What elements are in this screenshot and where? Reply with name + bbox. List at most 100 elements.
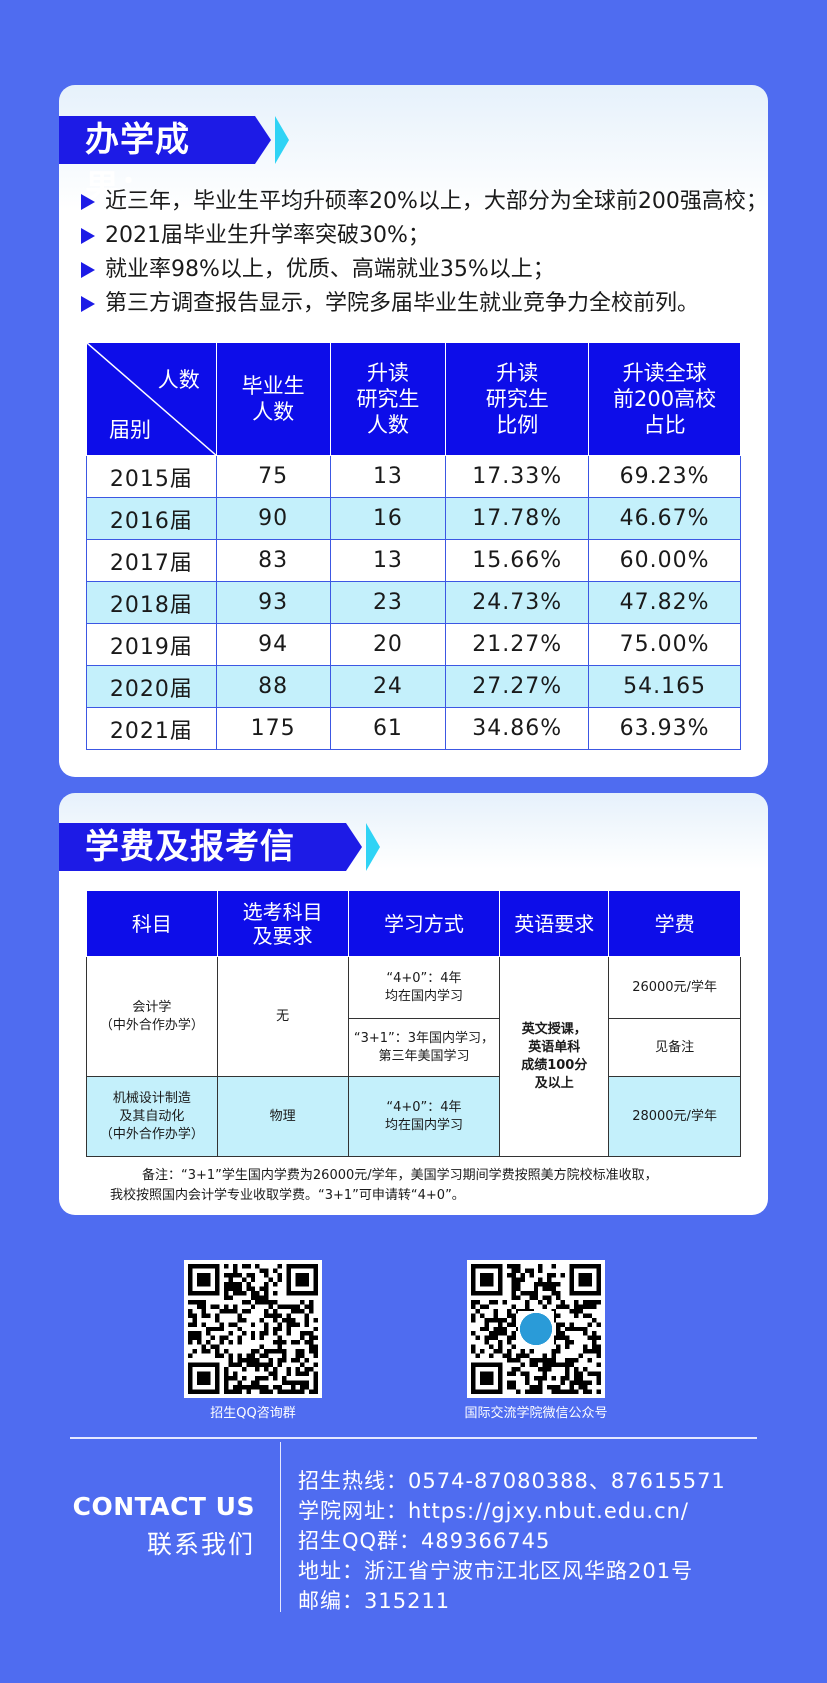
table-cell: 2016届 <box>86 497 217 540</box>
table-cell: 23 <box>329 581 447 624</box>
results-bullet-list: 近三年，毕业生平均升硕率20%以上，大部分为全球前200强高校； 2021届毕业… <box>81 185 768 321</box>
contact-address: 地址：浙江省宁波市江北区风华路201号 <box>298 1559 694 1583</box>
table-cell: 175 <box>215 707 331 750</box>
table-cell: 13 <box>329 455 447 498</box>
english-requirement: 英文授课， 英语单科 成绩100分 及以上 <box>499 956 610 1157</box>
table-cell: 63.93% <box>588 707 741 750</box>
column-header: 升读 研究生 人数 <box>329 342 447 456</box>
column-header: 升读全球 前200高校 占比 <box>588 342 741 456</box>
table-cell: 61 <box>329 707 447 750</box>
column-header: 学习方式 <box>347 890 501 957</box>
qq-group-qr-caption: 招生QQ咨询群 <box>210 1406 296 1421</box>
table-row: 2020届 88 24 27.27% 54.165 <box>86 665 741 708</box>
corner-label-year: 届别 <box>109 418 151 442</box>
fees-note: 备注：“3+1”学生国内学费为26000元/学年，美国学习期间学费按照美方院校标… <box>110 1168 658 1203</box>
table-cell: 2020届 <box>86 665 217 708</box>
table-cell: 2018届 <box>86 581 217 624</box>
column-header: 选考科目 及要求 <box>216 890 349 957</box>
table-row: “3+1”：3年国内学习， 第三年美国学习 见备注 <box>87 1018 741 1077</box>
table-cell: 2021届 <box>86 707 217 750</box>
table-row: 机械设计制造 及其自动化 （中外合作办学） 物理 “4+0”：4年 均在国内学习… <box>86 1076 741 1157</box>
table-cell: 24.73% <box>445 581 590 624</box>
column-header: 升读 研究生 比例 <box>445 342 590 456</box>
table-cell: 17.78% <box>445 497 590 540</box>
list-item: 2021届毕业生升学率突破30%； <box>81 219 761 253</box>
triangle-bullet-icon <box>81 296 95 312</box>
mode-accounting-3plus1: “3+1”：3年国内学习， 第三年美国学习 <box>347 1018 501 1077</box>
subject-mechanical: 机械设计制造 及其自动化 （中外合作办学） <box>86 1076 218 1157</box>
table-row: 2016届 90 16 17.78% 46.67% <box>86 497 741 540</box>
results-title: 办学成果： <box>59 116 271 208</box>
table-cell: 90 <box>215 497 331 540</box>
table-cell: 20 <box>329 623 447 666</box>
fees-title: 学费及报考信息： <box>59 823 362 915</box>
table-cell: 13 <box>329 539 447 582</box>
list-item: 就业率98%以上，优质、高端就业35%以上； <box>81 253 761 287</box>
subject-accounting: 会计学 （中外合作办学） <box>86 956 218 1077</box>
table-cell: 16 <box>329 497 447 540</box>
list-item: 第三方调查报告显示，学院多届毕业生就业竞争力全校前列。 <box>81 287 761 321</box>
contact-hotline: 招生热线：0574-87080388、87615571 <box>298 1469 726 1493</box>
table-row: 会计学 （中外合作办学） 无 “4+0”：4年 均在国内学习 英文授课， 英语单… <box>86 956 741 1157</box>
table-cell: 2017届 <box>86 539 217 582</box>
table-cell: 24 <box>329 665 447 708</box>
requirement-accounting: 无 <box>216 956 349 1077</box>
list-item: 近三年，毕业生平均升硕率20%以上，大部分为全球前200强高校； <box>81 185 768 219</box>
table-cell: 88 <box>215 665 331 708</box>
contact-title-en: CONTACT US <box>72 1492 255 1521</box>
wechat-qr-caption: 国际交流学院微信公众号 <box>464 1406 608 1421</box>
table-cell: 60.00% <box>588 539 741 582</box>
column-header: 英语要求 <box>499 890 610 957</box>
table-cell: 83 <box>215 539 331 582</box>
graduates-table: 人数 届别 毕业生 人数 升读 研究生 人数 升读 研究生 比例 升读全球 前2… <box>86 342 741 750</box>
table-cell: 47.82% <box>588 581 741 624</box>
table-cell: 15.66% <box>445 539 590 582</box>
table-cell: 46.67% <box>588 497 741 540</box>
table-cell: 75 <box>215 455 331 498</box>
table-row: 2021届 175 61 34.86% 63.93% <box>86 707 741 750</box>
contact-title-cn: 联系我们 <box>146 1530 255 1559</box>
divider-vertical <box>280 1442 281 1612</box>
requirement-mechanical: 物理 <box>216 1076 349 1157</box>
table-cell: 75.00% <box>588 623 741 666</box>
diagonal-line <box>87 343 216 455</box>
fee-accounting-4plus0: 26000元/学年 <box>608 956 741 1019</box>
fees-card: 学费及报考信息： 科目 选考科目 及要求 学习方式 英语要求 学费 会计学 （中… <box>59 793 768 1215</box>
table-cell: 54.165 <box>588 665 741 708</box>
mode-accounting-4plus0: “4+0”：4年 均在国内学习 <box>347 956 501 1019</box>
table-header-row: 人数 届别 毕业生 人数 升读 研究生 人数 升读 研究生 比例 升读全球 前2… <box>86 342 741 456</box>
contact-postcode: 邮编：315211 <box>298 1589 451 1613</box>
table-row: 2015届 75 13 17.33% 69.23% <box>86 455 741 498</box>
wechat-qr-code[interactable] <box>467 1260 605 1398</box>
table-row: 2019届 94 20 21.27% 75.00% <box>86 623 741 666</box>
mode-mechanical: “4+0”：4年 均在国内学习 <box>347 1076 501 1157</box>
qr-code-icon <box>188 1264 318 1394</box>
triangle-bullet-icon <box>81 228 95 244</box>
table-cell: 17.33% <box>445 455 590 498</box>
table-cell: 34.86% <box>445 707 590 750</box>
table-header-row: 科目 选考科目 及要求 学习方式 英语要求 学费 <box>86 890 741 957</box>
corner-label-count: 人数 <box>157 368 200 392</box>
fee-mechanical: 28000元/学年 <box>608 1076 741 1157</box>
results-card: 办学成果： 近三年，毕业生平均升硕率20%以上，大部分为全球前200强高校； 2… <box>59 85 768 777</box>
table-cell: 2019届 <box>86 623 217 666</box>
contact-qq-group: 招生QQ群：489366745 <box>298 1529 551 1553</box>
table-cell: 93 <box>215 581 331 624</box>
table-cell: 21.27% <box>445 623 590 666</box>
fees-table: 科目 选考科目 及要求 学习方式 英语要求 学费 会计学 （中外合作办学） 无 … <box>86 890 741 1157</box>
divider-horizontal <box>70 1437 757 1439</box>
column-header: 科目 <box>86 890 218 957</box>
qq-group-qr-code[interactable] <box>184 1260 322 1398</box>
table-cell: 69.23% <box>588 455 741 498</box>
triangle-bullet-icon <box>81 262 95 278</box>
contact-website[interactable]: 学院网址：https://gjxy.nbut.edu.cn/ <box>298 1499 689 1523</box>
triangle-bullet-icon <box>81 194 95 210</box>
table-cell: 2015届 <box>86 455 217 498</box>
table-cell: 94 <box>215 623 331 666</box>
contact-info-list: 招生热线：0574-87080388、87615571 学院网址：https:/… <box>298 1466 726 1616</box>
table-cell: 27.27% <box>445 665 590 708</box>
fee-accounting-3plus1: 见备注 <box>608 1018 741 1077</box>
table-row: 2018届 93 23 24.73% 47.82% <box>86 581 741 624</box>
column-header: 学费 <box>608 890 741 957</box>
qr-code-icon <box>471 1264 601 1394</box>
